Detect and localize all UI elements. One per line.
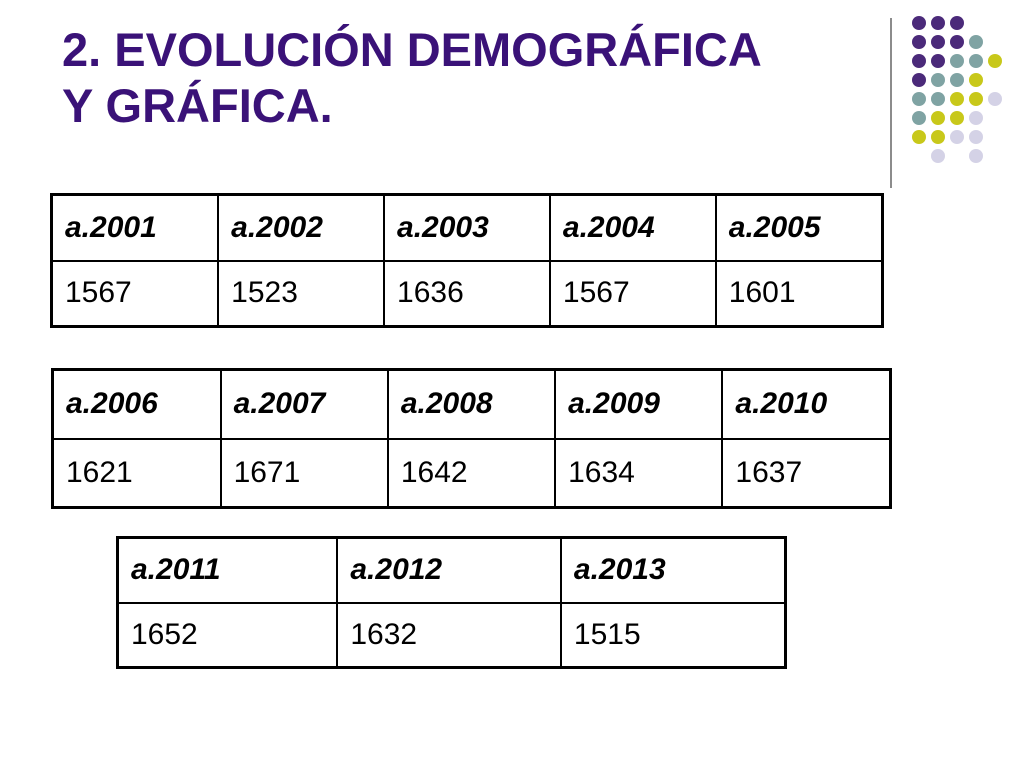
year-cell: a.2005 xyxy=(714,193,884,262)
slide-title: 2. EVOLUCIÓN DEMOGRÁFICA Y GRÁFICA. xyxy=(62,22,762,134)
year-cell: a.2008 xyxy=(386,368,557,440)
year-cell: a.2010 xyxy=(721,368,893,440)
decorative-dot xyxy=(969,73,983,87)
population-cell: 1601 xyxy=(714,259,884,328)
year-cell: a.2011 xyxy=(116,536,339,604)
population-table-2006-2010: a.2006 a.2007 a.2008 a.2009 a.2010 1621 … xyxy=(50,368,893,509)
slide-title-line-1: 2. EVOLUCIÓN DEMOGRÁFICA xyxy=(62,23,762,76)
decorative-dot xyxy=(950,73,964,87)
decorative-dot xyxy=(988,92,1002,106)
decorative-dot xyxy=(912,73,926,87)
decorative-dot xyxy=(931,73,945,87)
year-cell: a.2009 xyxy=(554,368,724,440)
population-cell: 1632 xyxy=(336,601,562,669)
decorative-dot xyxy=(912,16,926,30)
year-cell: a.2003 xyxy=(383,193,551,262)
year-cell: a.2007 xyxy=(219,368,389,440)
decorative-dot xyxy=(931,35,945,49)
population-cell: 1515 xyxy=(559,601,787,669)
year-header-row: a.2011 a.2012 a.2013 xyxy=(116,536,787,604)
decorative-dot xyxy=(988,54,1002,68)
population-cell: 1567 xyxy=(50,259,220,328)
year-cell: a.2013 xyxy=(559,536,787,604)
population-cell: 1652 xyxy=(116,601,339,669)
decorative-dot xyxy=(950,16,964,30)
decorative-dot xyxy=(969,54,983,68)
decorative-dot xyxy=(969,92,983,106)
slide-title-line-2: Y GRÁFICA. xyxy=(62,79,333,132)
population-value-row: 1652 1632 1515 xyxy=(116,601,787,669)
decorative-dot xyxy=(912,54,926,68)
decorative-dot xyxy=(931,16,945,30)
decorative-dot xyxy=(912,35,926,49)
population-cell: 1637 xyxy=(721,437,893,509)
population-value-row: 1567 1523 1636 1567 1601 xyxy=(50,259,884,328)
year-cell: a.2006 xyxy=(50,368,222,440)
population-cell: 1523 xyxy=(217,259,386,328)
decorative-dot xyxy=(912,111,926,125)
decorative-dot xyxy=(969,149,983,163)
year-cell: a.2004 xyxy=(548,193,717,262)
population-table-2001-2005: a.2001 a.2002 a.2003 a.2004 a.2005 1567 … xyxy=(50,193,884,328)
decorative-dot xyxy=(950,130,964,144)
population-cell: 1642 xyxy=(386,437,557,509)
population-value-row: 1621 1671 1642 1634 1637 xyxy=(50,437,893,509)
decorative-dot xyxy=(931,130,945,144)
decorative-dot xyxy=(969,35,983,49)
year-cell: a.2012 xyxy=(336,536,562,604)
decorative-dot xyxy=(912,130,926,144)
decorative-dot xyxy=(969,111,983,125)
population-cell: 1621 xyxy=(50,437,222,509)
decorative-dot xyxy=(931,92,945,106)
year-header-row: a.2001 a.2002 a.2003 a.2004 a.2005 xyxy=(50,193,884,262)
decorative-dot xyxy=(969,130,983,144)
decorative-divider xyxy=(890,18,892,188)
year-header-row: a.2006 a.2007 a.2008 a.2009 a.2010 xyxy=(50,368,893,440)
population-cell: 1636 xyxy=(383,259,551,328)
year-cell: a.2001 xyxy=(50,193,220,262)
population-cell: 1567 xyxy=(548,259,717,328)
population-table-2011-2013: a.2011 a.2012 a.2013 1652 1632 1515 xyxy=(116,536,787,669)
decorative-dot xyxy=(950,111,964,125)
population-cell: 1634 xyxy=(554,437,724,509)
decorative-dot xyxy=(931,54,945,68)
decorative-dot xyxy=(950,35,964,49)
decorative-dot xyxy=(950,54,964,68)
decorative-dot xyxy=(912,92,926,106)
year-cell: a.2002 xyxy=(217,193,386,262)
population-cell: 1671 xyxy=(219,437,389,509)
decorative-dot xyxy=(931,111,945,125)
decorative-dot xyxy=(931,149,945,163)
decorative-dot xyxy=(950,92,964,106)
